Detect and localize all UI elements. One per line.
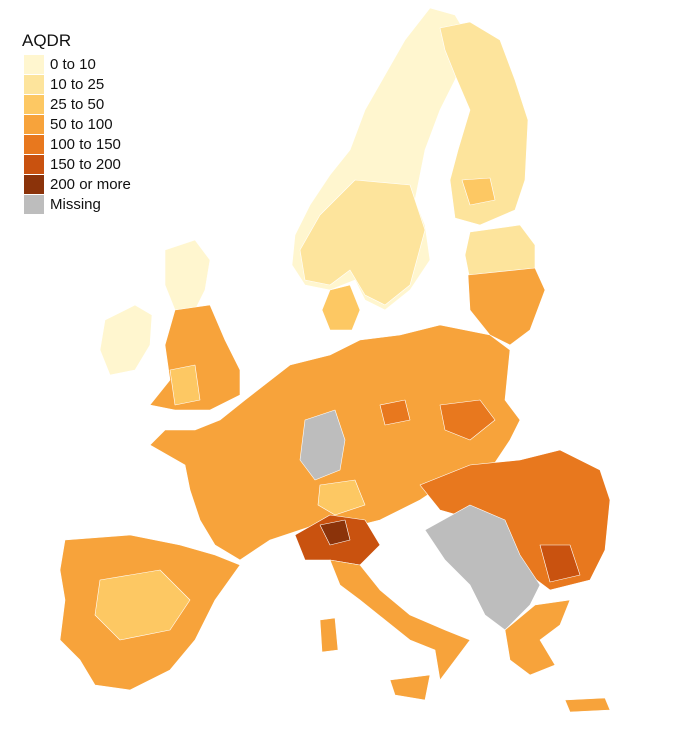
region <box>164 239 211 311</box>
legend-label: 10 to 25 <box>50 76 104 93</box>
region <box>564 697 611 713</box>
legend-title: AQDR <box>22 31 71 50</box>
legend-label: 25 to 50 <box>50 96 104 113</box>
region <box>319 519 351 546</box>
legend-label: 150 to 200 <box>50 156 121 173</box>
region <box>439 21 529 226</box>
region <box>504 599 571 676</box>
legend-label: 50 to 100 <box>50 116 113 133</box>
region <box>461 177 496 206</box>
region <box>321 284 361 331</box>
region <box>299 409 346 481</box>
region <box>379 399 411 426</box>
region <box>99 304 153 376</box>
legend-swatch <box>24 95 44 114</box>
legend-swatch <box>24 155 44 174</box>
region <box>389 674 431 701</box>
region <box>319 617 339 653</box>
region <box>439 399 496 441</box>
legend-label: 0 to 10 <box>50 56 96 73</box>
legend: AQDR 0 to 10 10 to 25 25 to 50 50 to 100 100… <box>22 31 131 214</box>
legend-swatch <box>24 75 44 94</box>
legend-swatch <box>24 175 44 194</box>
region <box>329 559 471 681</box>
region <box>317 479 366 516</box>
legend-swatch <box>24 135 44 154</box>
region <box>94 569 191 641</box>
legend-label: 100 to 150 <box>50 136 121 153</box>
region <box>169 364 201 406</box>
region <box>467 267 546 346</box>
region <box>539 544 581 583</box>
region <box>299 179 426 306</box>
legend-label: 200 or more <box>50 176 131 193</box>
legend-label: Missing <box>50 196 101 213</box>
map <box>59 7 611 713</box>
legend-swatch <box>24 55 44 74</box>
region <box>424 504 541 631</box>
legend-swatch <box>24 115 44 134</box>
legend-swatch <box>24 195 44 214</box>
